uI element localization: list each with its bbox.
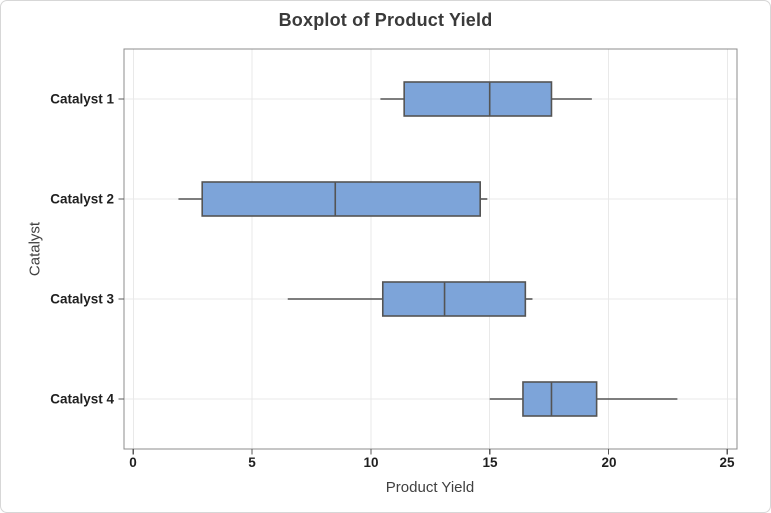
box-catalyst-1 <box>403 81 553 117</box>
y-tick-label-catalyst-4: Catalyst 4 <box>50 391 114 407</box>
y-tick-label-catalyst-1: Catalyst 1 <box>50 91 114 107</box>
x-tick-label-10: 10 <box>363 455 379 470</box>
box-catalyst-4 <box>522 381 598 417</box>
y-axis-title: Catalyst <box>26 221 44 277</box>
x-tick-label-0: 0 <box>129 455 137 470</box>
x-axis-title: Product Yield <box>385 479 475 496</box>
chart-title: Boxplot of Product Yield <box>278 10 493 30</box>
y-tick-label-catalyst-3: Catalyst 3 <box>50 291 114 307</box>
plot-border <box>123 48 738 450</box>
x-tick-label-25: 25 <box>719 455 735 470</box>
x-tick-label-5: 5 <box>248 455 256 470</box>
y-tick-label-catalyst-2: Catalyst 2 <box>50 191 114 207</box>
x-tick-label-20: 20 <box>601 455 617 470</box>
box-catalyst-2 <box>201 181 481 217</box>
x-tick-label-15: 15 <box>482 455 498 470</box>
box-catalyst-3 <box>381 281 527 317</box>
